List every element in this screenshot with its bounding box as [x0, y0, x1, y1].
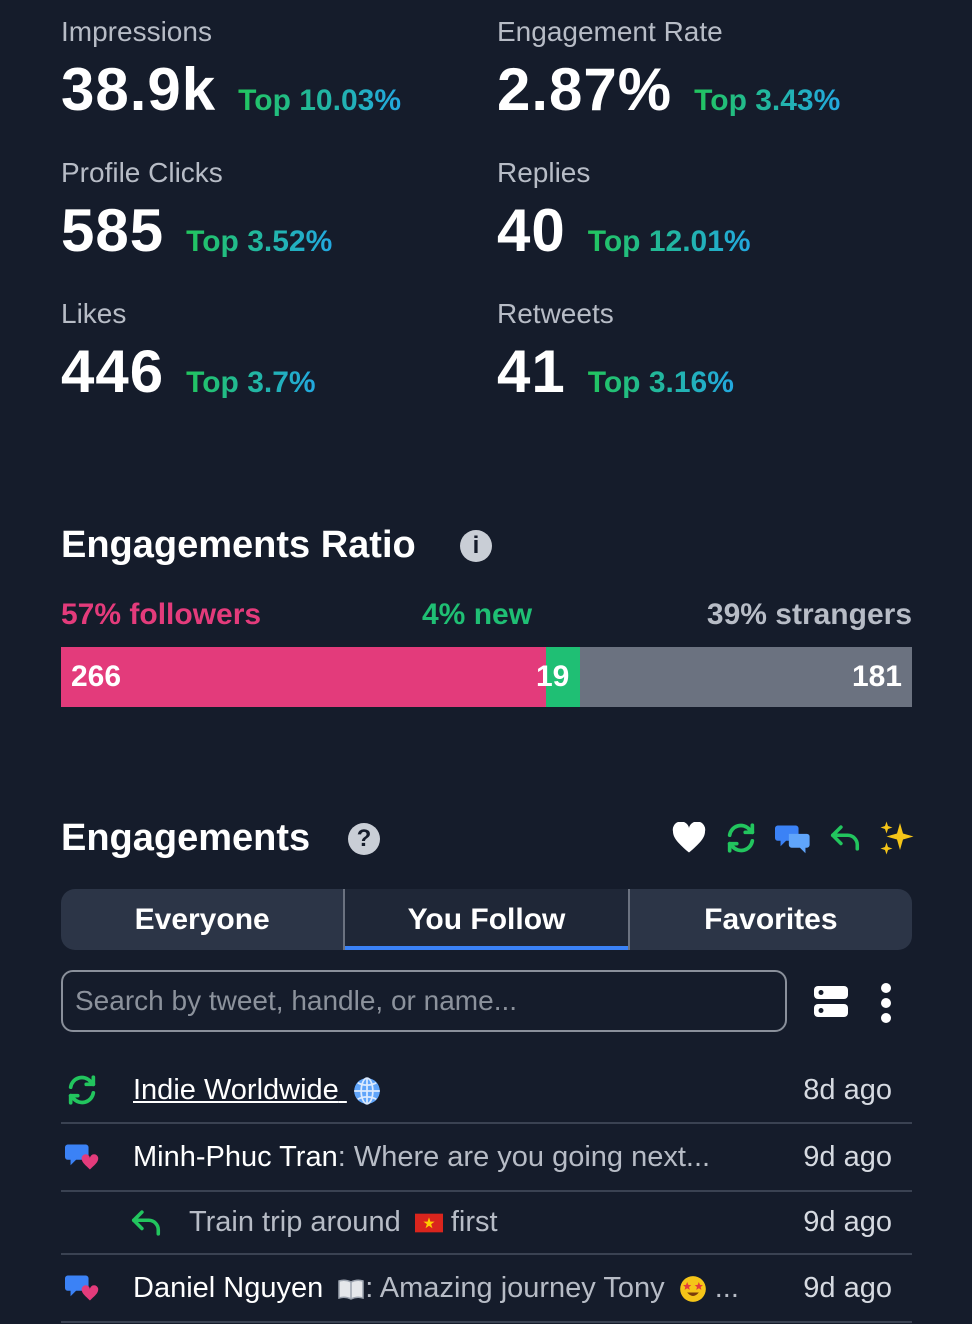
- stat-rank: Top 3.16%: [587, 366, 734, 399]
- strangers-label: 39% strangers: [706, 598, 912, 631]
- strangers-segment: 181: [580, 647, 912, 707]
- stat-impressions: Impressions 38.9k Top 10.03%: [61, 16, 401, 122]
- tab-favorites[interactable]: Favorites: [704, 903, 838, 936]
- sparkles-icon[interactable]: [878, 818, 916, 858]
- stat-label: Likes: [61, 298, 127, 329]
- stat-value: 41: [497, 338, 566, 405]
- row-time: 9d ago: [803, 1140, 892, 1173]
- stat-label: Engagement Rate: [497, 16, 723, 47]
- followers-count: 266: [71, 660, 122, 693]
- star-struck-emoji: [679, 1276, 706, 1302]
- stat-rank: Top 3.43%: [694, 84, 841, 117]
- followers-segment: 266: [61, 647, 546, 707]
- new-count: 19: [536, 660, 570, 693]
- stat-label: Impressions: [61, 16, 212, 47]
- stat-retweets: Retweets 41 Top 3.16%: [497, 298, 734, 404]
- list-item[interactable]: Indie Worldwide 8d ago: [61, 1058, 912, 1124]
- heart-icon[interactable]: [670, 818, 708, 858]
- help-icon[interactable]: ?: [348, 823, 380, 855]
- stat-value: 38.9k: [61, 56, 217, 123]
- strangers-count: 181: [851, 660, 902, 693]
- tab-everyone[interactable]: Everyone: [134, 903, 270, 936]
- stat-label: Retweets: [497, 298, 614, 329]
- row-message: : Amazing journey Tony ...: [365, 1271, 739, 1304]
- stat-label: Profile Clicks: [61, 157, 223, 188]
- stat-rank: Top 3.7%: [186, 366, 316, 399]
- filter-icons: [670, 818, 916, 858]
- new-label: 4% new: [422, 598, 533, 631]
- search-input[interactable]: [63, 972, 785, 1030]
- stat-label: Replies: [497, 157, 591, 188]
- list-item[interactable]: Minh-Phuc Tran : Where are you going nex…: [61, 1124, 912, 1192]
- row-message: Train trip around first: [189, 1206, 498, 1238]
- stat-engagement-rate: Engagement Rate 2.87% Top 3.43%: [497, 16, 840, 122]
- quote-icon: [61, 1140, 133, 1174]
- reply-icon[interactable]: [826, 818, 864, 858]
- more-options-icon[interactable]: [878, 982, 894, 1029]
- stat-rank: Top 12.01%: [587, 225, 751, 258]
- quote-icon: [61, 1271, 133, 1305]
- quote-icon[interactable]: [774, 818, 812, 858]
- search-box: [61, 970, 787, 1032]
- list-item[interactable]: Daniel Nguyen : Amazing journey Tony ...…: [61, 1255, 912, 1323]
- info-icon[interactable]: i: [460, 530, 492, 562]
- row-name[interactable]: Indie Worldwide: [133, 1074, 381, 1107]
- stat-rank: Top 10.03%: [238, 84, 401, 117]
- stat-rank: Top 3.52%: [186, 225, 333, 258]
- book-emoji: [338, 1279, 365, 1300]
- vietnam-flag-emoji: [414, 1214, 443, 1233]
- new-segment: 19: [536, 647, 580, 707]
- stat-likes: Likes 446 Top 3.7%: [61, 298, 316, 404]
- view-toggle-icon[interactable]: [814, 986, 848, 1023]
- tab-you-follow[interactable]: You Follow: [343, 889, 630, 950]
- row-time: 8d ago: [803, 1073, 892, 1106]
- retweet-icon: [61, 1073, 133, 1107]
- stat-replies: Replies 40 Top 12.01%: [497, 157, 751, 263]
- stat-value: 40: [497, 197, 566, 264]
- ratio-bar: 266 19 181: [61, 647, 912, 707]
- followers-label: 57% followers: [61, 598, 262, 631]
- stat-value: 585: [61, 197, 165, 264]
- row-time: 9d ago: [803, 1271, 892, 1304]
- row-name[interactable]: Daniel Nguyen: [133, 1272, 365, 1305]
- stat-profile-clicks: Profile Clicks 585 Top 3.52%: [61, 157, 332, 263]
- row-time: 9d ago: [803, 1206, 892, 1238]
- engagement-tabs: Everyone You Follow Favorites: [61, 889, 912, 950]
- row-name[interactable]: Minh-Phuc Tran: [133, 1140, 338, 1173]
- globe-emoji: [354, 1077, 380, 1105]
- reply-icon: [129, 1208, 189, 1238]
- ratio-title: Engagements Ratio: [61, 524, 416, 566]
- engagements-title: Engagements: [61, 817, 311, 859]
- row-message: : Where are you going next...: [337, 1140, 711, 1173]
- list-item[interactable]: Train trip around first 9d ago: [61, 1192, 912, 1255]
- retweet-icon[interactable]: [722, 818, 760, 858]
- stat-value: 446: [61, 338, 165, 405]
- stat-value: 2.87%: [497, 56, 673, 123]
